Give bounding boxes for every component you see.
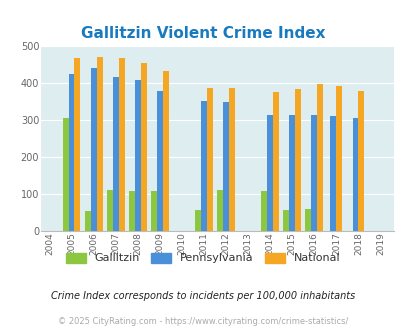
Bar	[330, 116, 336, 231]
Bar	[134, 80, 141, 231]
Bar	[305, 209, 311, 231]
Bar	[84, 211, 90, 231]
Bar	[128, 191, 134, 231]
Text: © 2025 CityRating.com - https://www.cityrating.com/crime-statistics/: © 2025 CityRating.com - https://www.city…	[58, 317, 347, 326]
Bar	[228, 88, 234, 231]
Bar	[118, 58, 124, 231]
Bar	[90, 68, 96, 231]
Bar	[311, 115, 317, 231]
Bar	[96, 57, 102, 231]
Bar	[194, 210, 200, 231]
Bar	[68, 74, 74, 231]
Bar	[162, 71, 168, 231]
Bar	[156, 90, 162, 231]
Text: Crime Index corresponds to incidents per 100,000 inhabitants: Crime Index corresponds to incidents per…	[51, 291, 354, 301]
Bar	[283, 210, 289, 231]
Bar	[222, 102, 228, 231]
Bar	[141, 63, 146, 231]
Bar	[113, 77, 118, 231]
Bar	[151, 191, 156, 231]
Bar	[207, 88, 212, 231]
Bar	[74, 58, 80, 231]
Bar	[107, 190, 113, 231]
Bar	[62, 118, 68, 231]
Bar	[217, 190, 222, 231]
Text: Gallitzin Violent Crime Index: Gallitzin Violent Crime Index	[81, 26, 324, 41]
Bar	[260, 191, 266, 231]
Legend: Gallitzin, Pennsylvania, National: Gallitzin, Pennsylvania, National	[62, 249, 343, 267]
Bar	[358, 91, 364, 231]
Bar	[200, 101, 207, 231]
Bar	[352, 118, 358, 231]
Bar	[273, 92, 279, 231]
Bar	[336, 86, 341, 231]
Bar	[294, 89, 301, 231]
Bar	[317, 84, 322, 231]
Bar	[289, 115, 294, 231]
Bar	[266, 115, 273, 231]
